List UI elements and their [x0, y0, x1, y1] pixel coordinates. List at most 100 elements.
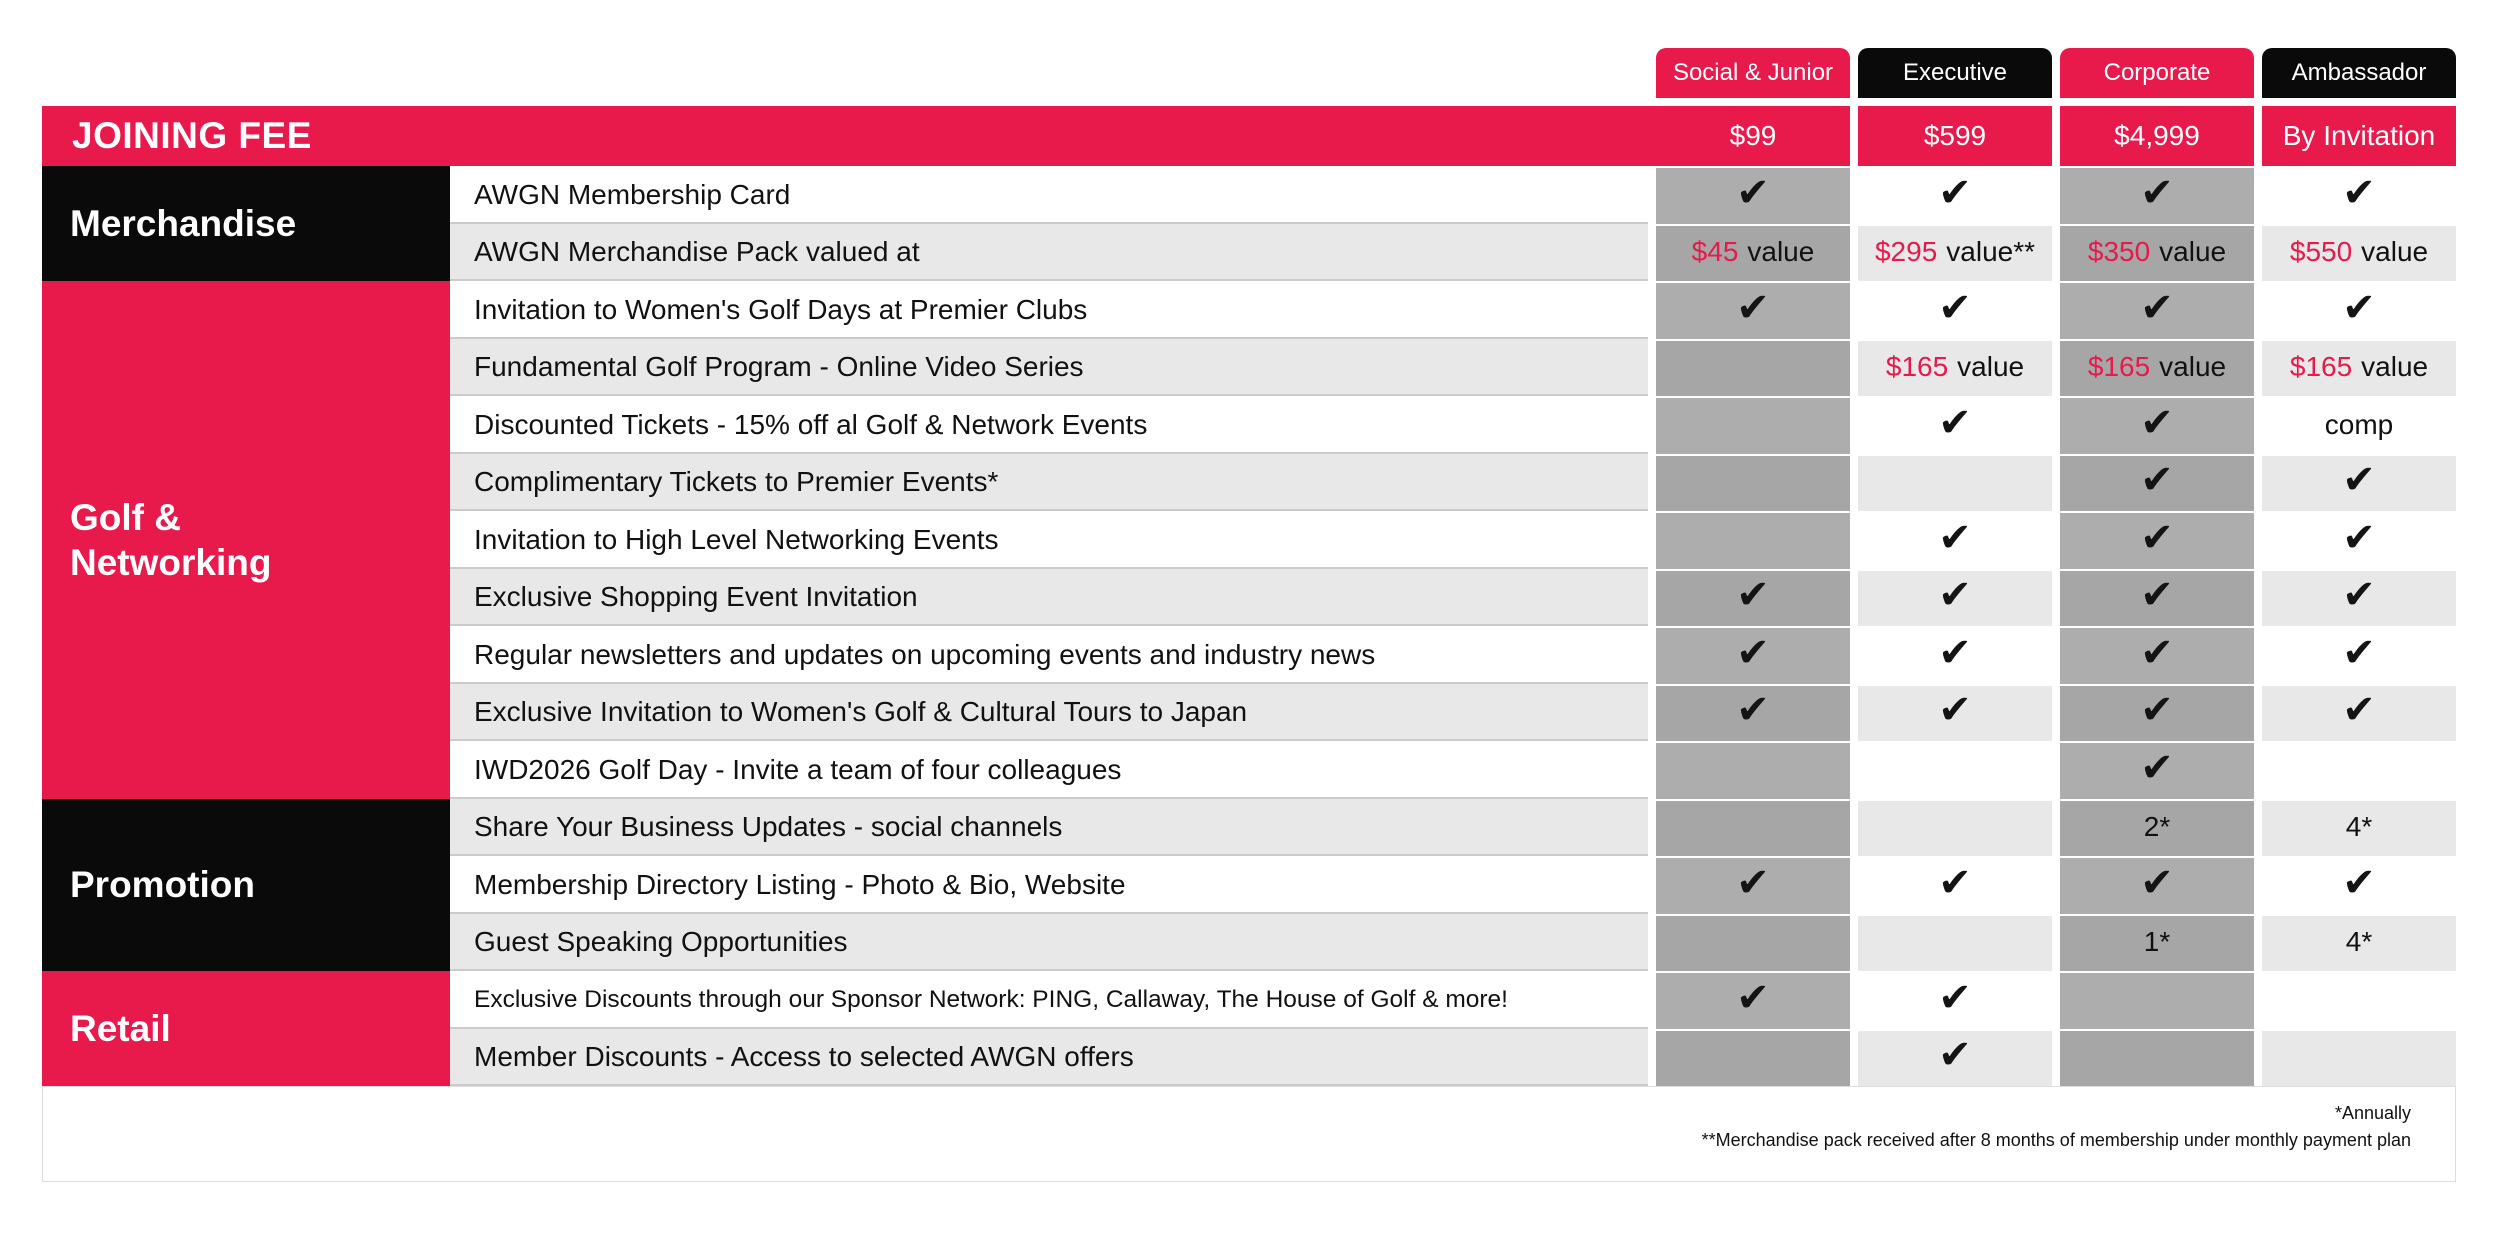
joining-fee-ambassador: By Invitation: [2262, 106, 2456, 166]
benefit-cell: 2*: [2060, 798, 2254, 856]
price-amount: $165: [2289, 351, 2353, 383]
check-icon: ✔: [2140, 457, 2174, 504]
benefit-cell: ✔: [2060, 568, 2254, 626]
benefit-cell: ✔: [2060, 683, 2254, 741]
benefit-cell: ✔: [2262, 166, 2456, 224]
benefit-cell: ✔: [1858, 281, 2052, 339]
price-amount: $45: [1691, 236, 1739, 268]
price-amount: $295: [1874, 236, 1938, 268]
section-retail: Retail: [42, 971, 450, 1086]
benefit-cell: [1656, 913, 1850, 971]
benefit-cell: ✔: [1656, 281, 1850, 339]
benefit-cell: [2060, 971, 2254, 1029]
price-suffix: value: [2159, 351, 2227, 383]
benefit-label: Complimentary Tickets to Premier Events*: [450, 453, 1648, 511]
section-label: Retail: [70, 1007, 171, 1049]
tier-tab-executive: Executive: [1858, 48, 2052, 98]
benefit-row: Guest Speaking Opportunities 1* 4*: [450, 913, 2456, 971]
check-icon: ✔: [1736, 687, 1770, 734]
benefit-row: Exclusive Invitation to Women's Golf & C…: [450, 683, 2456, 741]
benefit-cell: [1656, 511, 1850, 569]
category-column: Merchandise Golf & Networking Promotion Ret…: [42, 166, 450, 1086]
benefit-label: AWGN Membership Card: [450, 166, 1648, 224]
benefit-cell: [2060, 1028, 2254, 1086]
benefit-cell: [1656, 396, 1850, 454]
check-icon: ✔: [1736, 974, 1770, 1021]
benefit-cell: ✔: [1656, 166, 1850, 224]
cell-text: 4*: [2345, 811, 2373, 843]
joining-fee-executive: $599: [1858, 106, 2052, 166]
check-icon: ✔: [2342, 687, 2376, 734]
benefit-cell: ✔: [2262, 453, 2456, 511]
benefit-cell: $295 value**: [1858, 223, 2052, 281]
section-label: Merchandise: [70, 202, 297, 244]
benefit-cell: ✔: [1656, 856, 1850, 914]
benefit-cell: ✔: [1858, 166, 2052, 224]
check-icon: ✔: [1736, 169, 1770, 216]
check-icon: ✔: [1736, 572, 1770, 619]
footnotes-box: *Annually **Merchandise pack received af…: [42, 1086, 2456, 1182]
cell-text: 4*: [2345, 926, 2373, 958]
benefit-row: IWD2026 Golf Day - Invite a team of four…: [450, 741, 2456, 799]
section-merchandise: Merchandise: [42, 166, 450, 281]
check-icon: ✔: [2140, 859, 2174, 906]
benefit-cell: ✔: [1858, 683, 2052, 741]
benefit-row: Regular newsletters and updates on upcom…: [450, 626, 2456, 684]
benefit-cell: ✔: [2060, 166, 2254, 224]
benefit-cell: comp: [2262, 396, 2456, 454]
section-golf-networking: Golf & Networking: [42, 281, 450, 799]
benefit-label: Guest Speaking Opportunities: [450, 913, 1648, 971]
footnote-merchandise: **Merchandise pack received after 8 mont…: [1701, 1130, 2411, 1150]
footnote-annually: *Annually: [2334, 1103, 2411, 1123]
price-amount: $165: [1885, 351, 1949, 383]
check-icon: ✔: [2342, 169, 2376, 216]
benefit-row: Complimentary Tickets to Premier Events*…: [450, 453, 2456, 511]
section-label: Golf & Networking: [70, 496, 272, 583]
joining-fee-row: JOINING FEE $99 $599 $4,999 By Invitation: [42, 106, 2456, 166]
check-icon: ✔: [2342, 859, 2376, 906]
benefit-cell: $165 value: [2262, 338, 2456, 396]
price-suffix: value: [2361, 236, 2429, 268]
tier-tabs: Social & Junior Executive Corporate Ambassa…: [1656, 48, 2456, 98]
price-suffix: value: [1957, 351, 2025, 383]
benefit-cell: ✔: [1656, 971, 1850, 1029]
benefit-cell: ✔: [2060, 511, 2254, 569]
joining-fee-bar: JOINING FEE $99: [42, 106, 1850, 166]
benefit-cell: ✔: [1858, 971, 2052, 1029]
benefit-cell: [1656, 741, 1850, 799]
check-icon: ✔: [1736, 629, 1770, 676]
benefit-label: Fundamental Golf Program - Online Video …: [450, 338, 1648, 396]
benefit-row: Exclusive Discounts through our Sponsor …: [450, 971, 2456, 1029]
price-suffix: value**: [1946, 236, 2036, 268]
check-icon: ✔: [1938, 974, 1972, 1021]
check-icon: ✔: [1938, 572, 1972, 619]
benefit-cell: ✔: [2060, 396, 2254, 454]
check-icon: ✔: [2140, 744, 2174, 791]
tier-tab-label: Ambassador: [2291, 59, 2427, 86]
benefit-cell: [1858, 741, 2052, 799]
check-icon: ✔: [2140, 169, 2174, 216]
check-icon: ✔: [2140, 687, 2174, 734]
benefit-cell: [1656, 338, 1850, 396]
benefit-cell: [2262, 1028, 2456, 1086]
benefit-cell: ✔: [2060, 741, 2254, 799]
price-amount: $350: [2087, 236, 2151, 268]
check-icon: ✔: [2342, 284, 2376, 331]
benefit-cell: 4*: [2262, 798, 2456, 856]
check-icon: ✔: [1938, 687, 1972, 734]
benefit-row: Invitation to Women's Golf Days at Premi…: [450, 281, 2456, 339]
tier-tab-social-junior: Social & Junior: [1656, 48, 1850, 98]
cell-text: 1*: [2143, 926, 2171, 958]
benefit-cell: ✔: [1858, 1028, 2052, 1086]
benefit-row: AWGN Merchandise Pack valued at $45 value $…: [450, 223, 2456, 281]
benefit-cell: [1858, 798, 2052, 856]
benefit-cell: ✔: [2060, 453, 2254, 511]
section-label: Promotion: [70, 864, 255, 906]
benefit-cell: ✔: [2262, 511, 2456, 569]
check-icon: ✔: [1938, 1032, 1972, 1079]
check-icon: ✔: [1736, 859, 1770, 906]
benefit-cell: [1858, 913, 2052, 971]
benefit-cell: [1858, 453, 2052, 511]
benefit-cell: ✔: [1858, 568, 2052, 626]
